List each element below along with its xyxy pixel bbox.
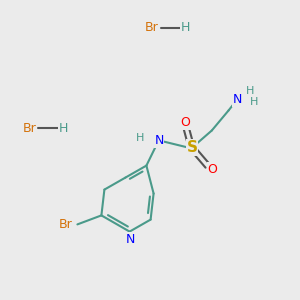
Text: O: O [208, 163, 217, 176]
Text: H: H [246, 85, 254, 96]
Text: Br: Br [22, 122, 36, 135]
Text: O: O [181, 116, 190, 129]
Text: H: H [181, 21, 190, 34]
Text: N: N [154, 134, 164, 148]
Text: S: S [187, 140, 197, 155]
Text: H: H [250, 97, 259, 107]
Text: H: H [58, 122, 68, 135]
Text: N: N [126, 232, 136, 246]
Text: Br: Br [145, 21, 158, 34]
Text: Br: Br [58, 218, 72, 231]
Text: H: H [136, 133, 145, 143]
Text: N: N [233, 93, 242, 106]
